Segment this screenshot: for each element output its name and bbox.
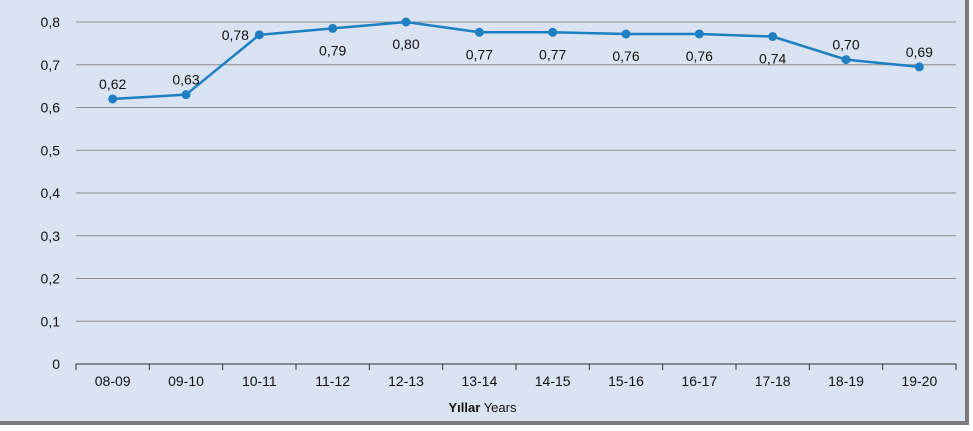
x-tick-label: 09-10: [168, 373, 204, 389]
y-tick-label: 0,7: [41, 57, 61, 73]
data-label: 0,78: [222, 27, 249, 43]
y-tick-label: 0,2: [41, 271, 61, 287]
data-point: [914, 62, 924, 72]
y-tick-label: 0,5: [41, 142, 61, 158]
data-point: [328, 23, 338, 33]
x-tick-label: 14-15: [535, 373, 571, 389]
x-tick-label: 12-13: [388, 373, 424, 389]
x-tick-label: 13-14: [461, 373, 497, 389]
data-label: 0,76: [686, 48, 713, 64]
data-point: [254, 30, 264, 40]
x-tick-label: 16-17: [681, 373, 717, 389]
data-label: 0,70: [832, 37, 859, 53]
data-label: 0,77: [466, 46, 493, 62]
x-tick-label: 10-11: [242, 373, 277, 389]
data-label: 0,76: [612, 48, 639, 64]
data-label: 0,77: [539, 46, 566, 62]
data-point: [401, 17, 411, 27]
line-chart: 0 0,1 0,2 0,3 0,4 0,5 0,6 0,7 0,8 08-09 09-10 10-11…: [41, 14, 957, 389]
data-point: [694, 29, 704, 39]
x-axis-title-bold: Yıllar: [448, 400, 481, 415]
series-line: [112, 20, 920, 101]
y-tick-label: 0: [52, 356, 60, 372]
y-tick-label: 0,4: [41, 185, 61, 201]
x-tick-label: 19-20: [901, 373, 937, 389]
y-tick-label: 0,8: [41, 14, 61, 30]
data-point: [548, 27, 558, 37]
x-tick-label: 08-09: [95, 373, 131, 389]
data-point: [841, 55, 851, 65]
data-label: 0,74: [759, 51, 786, 67]
data-point: [768, 32, 778, 42]
data-label: 0,79: [319, 42, 346, 58]
data-point: [474, 27, 484, 37]
data-label: 0,69: [906, 44, 933, 60]
data-point: [621, 29, 631, 39]
x-tick-label: 18-19: [828, 373, 864, 389]
x-tick-label: 15-16: [608, 373, 644, 389]
data-label: 0,62: [99, 76, 126, 92]
data-point: [181, 90, 191, 100]
x-tick-label: 11-12: [315, 373, 350, 389]
data-point: [108, 94, 118, 104]
x-tick-label: 17-18: [755, 373, 791, 389]
data-label: 0,80: [392, 36, 419, 52]
x-axis-title-text: Years: [483, 400, 517, 415]
y-tick-label: 0,1: [41, 313, 61, 329]
x-axis-title: Yıllar Years: [0, 400, 965, 415]
data-label: 0,63: [172, 72, 199, 88]
y-tick-label: 0,6: [41, 100, 61, 116]
y-tick-label: 0,3: [41, 228, 61, 244]
